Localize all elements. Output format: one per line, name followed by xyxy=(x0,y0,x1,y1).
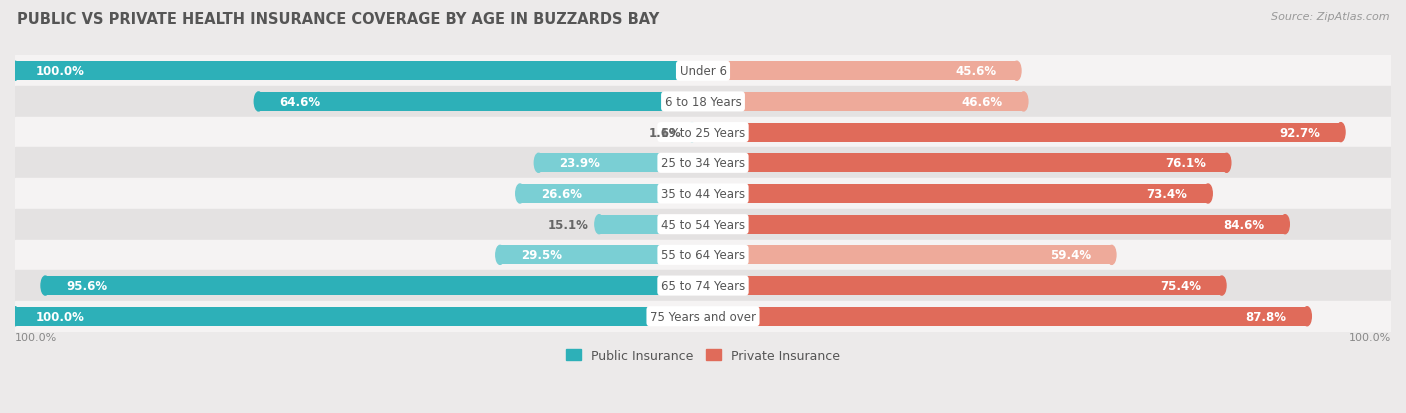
Bar xyxy=(15,87,1391,117)
Text: 45 to 54 Years: 45 to 54 Years xyxy=(661,218,745,231)
Circle shape xyxy=(595,215,603,234)
Bar xyxy=(15,62,703,81)
Text: 73.4%: 73.4% xyxy=(1146,188,1187,200)
Text: 59.4%: 59.4% xyxy=(1050,249,1091,262)
Circle shape xyxy=(1108,246,1116,265)
Bar xyxy=(15,148,1391,179)
Bar xyxy=(703,246,1112,265)
Text: 100.0%: 100.0% xyxy=(1348,332,1391,342)
Text: Source: ZipAtlas.com: Source: ZipAtlas.com xyxy=(1271,12,1389,22)
Circle shape xyxy=(516,185,524,204)
Circle shape xyxy=(1019,93,1028,112)
Bar xyxy=(520,185,703,204)
Circle shape xyxy=(11,307,20,326)
Legend: Public Insurance, Private Insurance: Public Insurance, Private Insurance xyxy=(561,344,845,367)
Text: 100.0%: 100.0% xyxy=(35,310,84,323)
Bar xyxy=(15,179,1391,209)
Circle shape xyxy=(1222,154,1230,173)
Bar xyxy=(259,93,703,112)
Circle shape xyxy=(496,246,505,265)
Bar xyxy=(15,271,1391,301)
Text: Under 6: Under 6 xyxy=(679,65,727,78)
Bar xyxy=(15,56,1391,87)
Circle shape xyxy=(1281,215,1289,234)
Bar xyxy=(703,93,1024,112)
Bar xyxy=(703,307,1308,326)
Text: 55 to 64 Years: 55 to 64 Years xyxy=(661,249,745,262)
Bar xyxy=(15,307,703,326)
Circle shape xyxy=(534,154,543,173)
Bar xyxy=(703,123,1341,142)
Bar xyxy=(15,209,1391,240)
Text: 6 to 18 Years: 6 to 18 Years xyxy=(665,96,741,109)
Bar xyxy=(703,154,1226,173)
Bar xyxy=(15,240,1391,271)
Circle shape xyxy=(11,62,20,81)
Circle shape xyxy=(1012,62,1021,81)
Bar xyxy=(692,123,703,142)
Text: 35 to 44 Years: 35 to 44 Years xyxy=(661,188,745,200)
Bar xyxy=(15,301,1391,332)
Text: 87.8%: 87.8% xyxy=(1246,310,1286,323)
Bar xyxy=(45,276,703,295)
Bar xyxy=(501,246,703,265)
Bar xyxy=(703,215,1285,234)
Text: 100.0%: 100.0% xyxy=(15,332,58,342)
Text: 15.1%: 15.1% xyxy=(547,218,588,231)
Bar xyxy=(538,154,703,173)
Circle shape xyxy=(41,276,49,295)
Text: 75 Years and over: 75 Years and over xyxy=(650,310,756,323)
Text: 64.6%: 64.6% xyxy=(280,96,321,109)
Text: 25 to 34 Years: 25 to 34 Years xyxy=(661,157,745,170)
Text: 100.0%: 100.0% xyxy=(35,65,84,78)
Text: 1.6%: 1.6% xyxy=(648,126,681,139)
Circle shape xyxy=(688,123,696,142)
Bar xyxy=(15,117,1391,148)
Text: 45.6%: 45.6% xyxy=(955,65,995,78)
Text: 65 to 74 Years: 65 to 74 Years xyxy=(661,279,745,292)
Bar xyxy=(703,276,1222,295)
Circle shape xyxy=(1303,307,1312,326)
Text: 84.6%: 84.6% xyxy=(1223,218,1264,231)
Circle shape xyxy=(1218,276,1226,295)
Text: 26.6%: 26.6% xyxy=(541,188,582,200)
Text: 19 to 25 Years: 19 to 25 Years xyxy=(661,126,745,139)
Bar xyxy=(599,215,703,234)
Circle shape xyxy=(1204,185,1212,204)
Text: 76.1%: 76.1% xyxy=(1166,157,1206,170)
Circle shape xyxy=(1337,123,1346,142)
Text: 23.9%: 23.9% xyxy=(560,157,600,170)
Bar xyxy=(703,62,1017,81)
Text: 95.6%: 95.6% xyxy=(66,279,107,292)
Text: 75.4%: 75.4% xyxy=(1160,279,1201,292)
Bar xyxy=(703,185,1208,204)
Text: 29.5%: 29.5% xyxy=(520,249,561,262)
Text: PUBLIC VS PRIVATE HEALTH INSURANCE COVERAGE BY AGE IN BUZZARDS BAY: PUBLIC VS PRIVATE HEALTH INSURANCE COVER… xyxy=(17,12,659,27)
Text: 46.6%: 46.6% xyxy=(962,96,1002,109)
Circle shape xyxy=(254,93,263,112)
Text: 92.7%: 92.7% xyxy=(1279,126,1320,139)
